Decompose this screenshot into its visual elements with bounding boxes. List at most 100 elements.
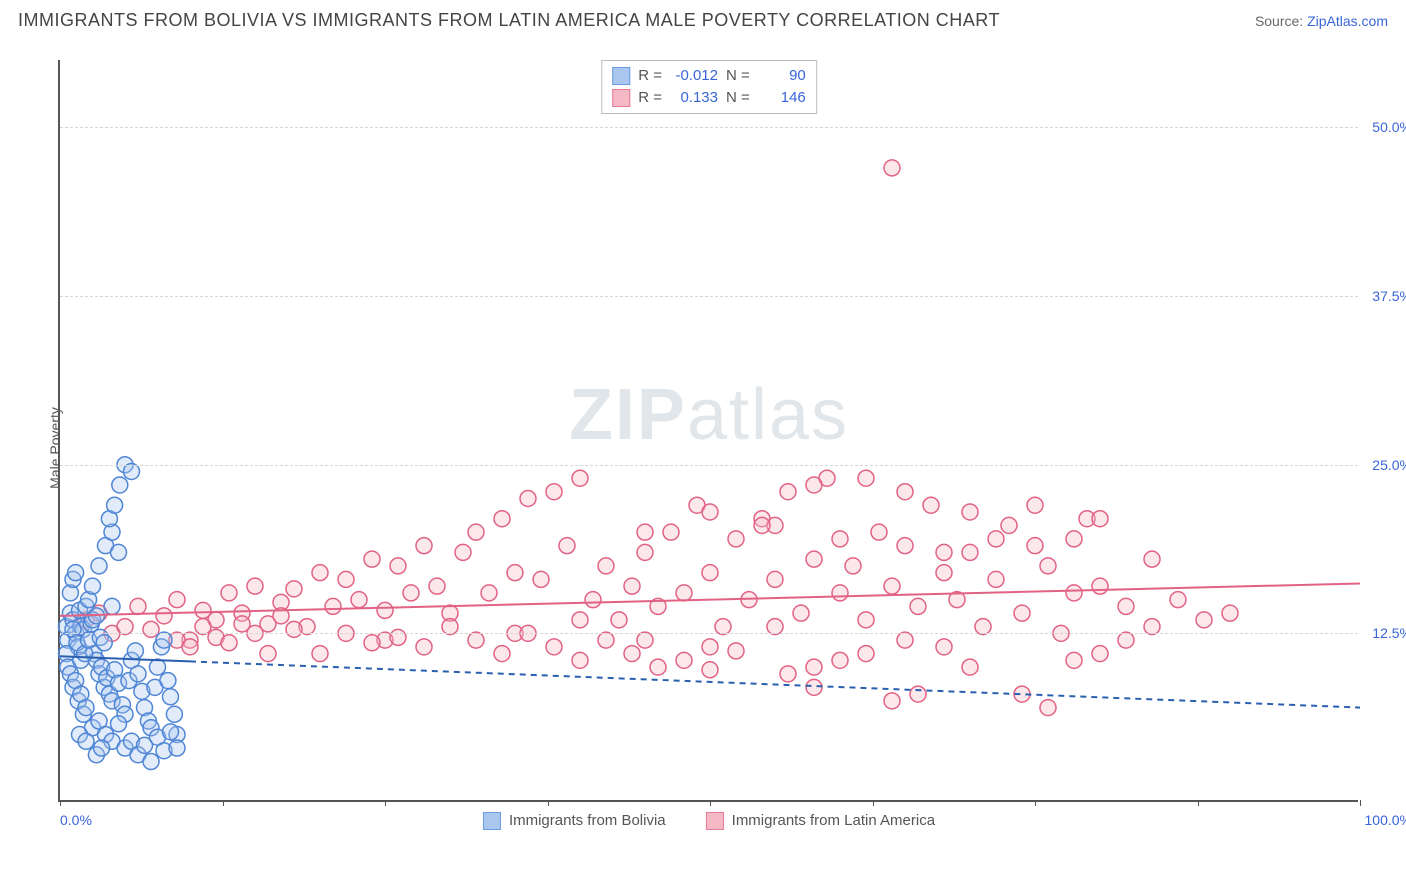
x-axis-max-label: 100.0% [1365,812,1406,828]
r-value: -0.012 [670,65,718,87]
data-point [585,592,601,608]
data-point [156,608,172,624]
data-point [676,585,692,601]
data-point [468,632,484,648]
data-point [1144,619,1160,635]
data-point [572,470,588,486]
data-point [442,619,458,635]
data-point [962,544,978,560]
data-point [1092,511,1108,527]
data-point [286,581,302,597]
source-attribution: Source: ZipAtlas.com [1255,13,1388,29]
chart-title: IMMIGRANTS FROM BOLIVIA VS IMMIGRANTS FR… [18,10,1000,31]
x-tick-mark [1198,800,1199,806]
r-value: 0.133 [670,87,718,109]
plot-area: ZIPatlas R = -0.012 N = 90 R = 0.133 N =… [58,60,1358,802]
data-point [936,565,952,581]
swatch-latin [612,89,630,107]
data-point [143,621,159,637]
data-point [169,740,185,756]
data-point [962,504,978,520]
data-point [702,639,718,655]
data-point [117,619,133,635]
data-point [351,592,367,608]
data-point [429,578,445,594]
x-tick-mark [60,800,61,806]
data-point [897,538,913,554]
n-label: N = [726,87,750,109]
data-point [1040,700,1056,716]
data-point [624,578,640,594]
chart-container: Male Poverty ZIPatlas R = -0.012 N = 90 … [18,48,1388,848]
legend-label: Immigrants from Bolivia [509,812,666,829]
x-tick-mark [873,800,874,806]
x-tick-mark [548,800,549,806]
data-point [130,598,146,614]
data-point [85,578,101,594]
data-point [163,689,179,705]
data-point [637,524,653,540]
svg-layer [60,60,1358,800]
data-point [494,646,510,662]
data-point [1118,598,1134,614]
data-point [910,686,926,702]
data-point [637,544,653,560]
data-point [156,632,172,648]
data-point [312,565,328,581]
data-point [1027,497,1043,513]
n-label: N = [726,65,750,87]
gridline [60,633,1358,634]
x-tick-mark [1360,800,1361,806]
data-point [572,652,588,668]
source-link[interactable]: ZipAtlas.com [1307,13,1388,29]
data-point [780,666,796,682]
data-point [754,517,770,533]
r-label: R = [638,87,662,109]
data-point [1196,612,1212,628]
data-point [936,544,952,560]
y-tick-label: 25.0% [1372,457,1406,473]
gridline [60,127,1358,128]
data-point [1066,585,1082,601]
data-point [78,700,94,716]
data-point [520,490,536,506]
data-point [377,602,393,618]
gridline [60,465,1358,466]
data-point [182,639,198,655]
data-point [806,659,822,675]
data-point [481,585,497,601]
data-point [247,578,263,594]
data-point [1066,652,1082,668]
data-point [1222,605,1238,621]
data-point [806,477,822,493]
data-point [455,544,471,560]
data-point [390,558,406,574]
swatch-latin [706,812,724,830]
data-point [988,531,1004,547]
data-point [1092,578,1108,594]
data-point [767,619,783,635]
data-point [780,484,796,500]
gridline [60,296,1358,297]
data-point [728,531,744,547]
data-point [112,477,128,493]
data-point [312,646,328,662]
data-point [195,619,211,635]
data-point [1092,646,1108,662]
data-point [858,612,874,628]
legend-row-latin: R = 0.133 N = 146 [612,87,806,109]
data-point [127,643,143,659]
data-point [897,484,913,500]
data-point [702,504,718,520]
data-point [546,639,562,655]
data-point [806,551,822,567]
data-point [1014,605,1030,621]
data-point [858,470,874,486]
data-point [845,558,861,574]
data-point [936,639,952,655]
data-point [702,662,718,678]
data-point [702,565,718,581]
data-point [572,612,588,628]
data-point [143,754,159,770]
data-point [546,484,562,500]
